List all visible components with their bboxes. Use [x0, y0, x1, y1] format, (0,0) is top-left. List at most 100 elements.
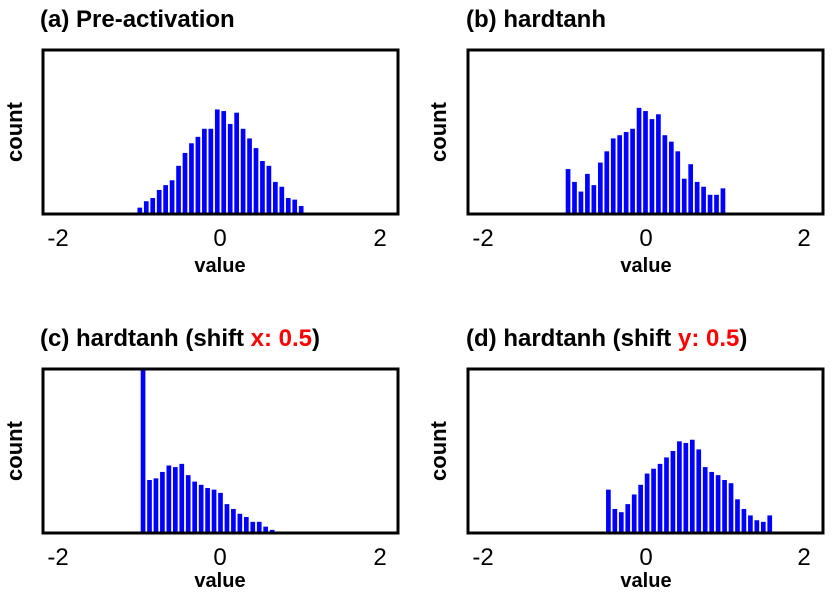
panel-d-bar [606, 489, 611, 532]
panel-d-bar [767, 515, 773, 532]
panel-b-bars [565, 107, 726, 213]
panel-c-xlabel: value [194, 570, 245, 592]
panel-c-frame [41, 367, 400, 535]
panel-a-bar [176, 165, 181, 213]
panel-b-ylabel: count [426, 101, 451, 162]
panel-a-bar [266, 165, 272, 213]
panel-d-xtick-0: 0 [639, 544, 652, 571]
panel-c-bar [243, 517, 249, 532]
panel-a-title: (a) Pre-activation [40, 6, 235, 33]
panel-b-bar [656, 114, 661, 213]
panel-b-bar [649, 119, 655, 213]
panel-d-bar [689, 439, 695, 532]
panel-d-bar [683, 442, 689, 532]
panel-a-bar [169, 180, 175, 213]
panel-a-bar [150, 198, 156, 213]
panel-a-bar [298, 206, 304, 213]
panel-b-title: (b) hardtanh [466, 6, 606, 33]
panel-b-bar [578, 191, 584, 213]
panel-a-bars [137, 109, 304, 213]
panel-a-bar [137, 207, 143, 213]
panel-c-ylabel: count [2, 420, 27, 481]
panel-b-bar [701, 186, 706, 213]
panel-c-bar [218, 492, 223, 532]
panel-d-xtick-neg2: -2 [472, 544, 493, 571]
panel-b-bar [675, 151, 681, 213]
panel-c-bar [211, 489, 217, 532]
panel-b-bar [597, 162, 603, 213]
panel-c-title: (c) hardtanh (shift x: 0.5) [40, 325, 320, 352]
panel-c-xtick-2: 2 [373, 544, 386, 571]
panel-a-bar [214, 109, 220, 213]
panel-d-bar [670, 451, 676, 532]
panel-b-bar [720, 188, 726, 213]
panel-c-bar [198, 484, 204, 532]
panel-a-frame [41, 48, 400, 216]
panel-a-bar [234, 112, 239, 213]
panel-b-xtick-2: 2 [797, 225, 810, 252]
panel-d-ylabel: count [426, 420, 451, 481]
panel-a-bar [202, 128, 207, 213]
panel-b-xtick-neg2: -2 [472, 225, 493, 252]
panel-c: (c) hardtanh (shift x: 0.5) -2 0 2 value… [2, 325, 400, 592]
panel-b-bar [610, 138, 616, 213]
panel-d-bar [638, 484, 643, 532]
panel-a-xtick-neg2: -2 [47, 225, 68, 252]
panel-d-bar [748, 515, 753, 532]
panel-d-bar [741, 508, 747, 532]
panel-a-xlabel: value [194, 255, 245, 277]
panel-c-bar [263, 526, 269, 532]
panel-b-bar [714, 194, 719, 213]
panel-b-bar [565, 169, 571, 213]
panel-a-ylabel: count [2, 101, 27, 162]
panel-d: (d) hardtanh (shift y: 0.5) -2 0 2 value… [426, 325, 825, 592]
panel-b-frame [466, 48, 825, 216]
panel-a-xtick-2: 2 [373, 225, 386, 252]
panel-a-bar [227, 123, 233, 213]
panel-c-bar [179, 463, 185, 532]
panel-a-bar [285, 198, 291, 213]
panel-d-bar [651, 468, 656, 532]
panel-c-bar [231, 508, 236, 532]
panel-b-bar [617, 135, 623, 213]
panel-c-xtick-0: 0 [213, 544, 226, 571]
panel-d-bar [760, 521, 766, 532]
panel-d-bar [677, 441, 682, 532]
panel-c-bar [153, 478, 159, 532]
panel-c-bar [147, 479, 152, 532]
panel-b-bar [688, 164, 694, 213]
panel-b-bar [604, 151, 610, 213]
panel-d-bar [735, 499, 740, 532]
panel-a-bar [253, 148, 259, 213]
panel-a-bar [163, 185, 168, 213]
panel-a-bar [279, 186, 285, 213]
panel-b-bar [668, 141, 674, 213]
panel-a-bar [240, 128, 246, 213]
panel-d-bar [702, 467, 708, 532]
panel-c-bar [172, 467, 178, 532]
panel-d-bar [631, 494, 637, 532]
panel-b-bar [585, 173, 590, 213]
panel-c-xtick-neg2: -2 [47, 544, 68, 571]
panel-a-bar [182, 152, 188, 213]
panel-c-bars [140, 370, 275, 532]
panel-b-bar [630, 128, 635, 213]
panel-b-xtick-0: 0 [639, 225, 652, 252]
panel-d-bar [696, 449, 702, 532]
panel-b-bar [643, 111, 648, 213]
panel-a-bar [221, 111, 227, 213]
panel-b-bar [662, 135, 668, 213]
panel-a-xtick-0: 0 [213, 225, 226, 252]
panel-b-bar [694, 181, 700, 213]
panel-d-bar [754, 520, 760, 532]
panel-a-bar [156, 189, 162, 213]
panel-a: (a) Pre-activation -2 0 2 value count [2, 6, 400, 277]
panel-b-bar [572, 181, 577, 213]
panel-d-xlabel: value [620, 570, 671, 592]
panel-b-bar [636, 107, 642, 213]
panel-b-xlabel: value [620, 255, 671, 277]
panel-d-bar [612, 508, 618, 532]
panel-c-bar [192, 481, 198, 532]
panel-d-bar [644, 473, 650, 532]
